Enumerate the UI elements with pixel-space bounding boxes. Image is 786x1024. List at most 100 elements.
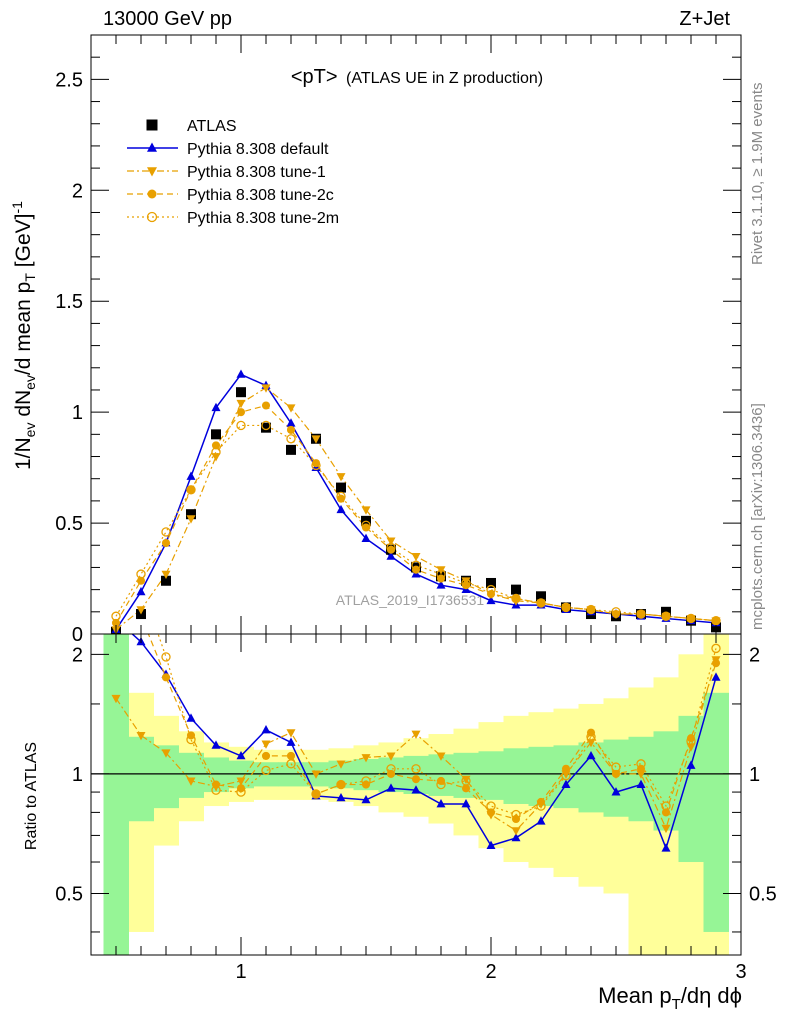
- ratio-point-0: [661, 843, 671, 852]
- data-point-3: [661, 612, 671, 621]
- data-point-3: [586, 605, 596, 614]
- data-point-3: [261, 401, 271, 410]
- data-point-4: [386, 542, 396, 553]
- ratio-point-0: [436, 799, 446, 808]
- data-point-3: [636, 609, 646, 619]
- ratio-point-2: [486, 808, 496, 817]
- ratio-point-3: [112, 492, 120, 500]
- data-point-0: [236, 387, 246, 398]
- ratio-point-0: [586, 750, 596, 760]
- ratio-point-2: [561, 764, 571, 773]
- ratio-point-3: [661, 801, 671, 811]
- ratio-point-3: [686, 736, 696, 746]
- data-point-4: [161, 527, 171, 537]
- green-band-bin: [478, 751, 504, 800]
- legend-label: Pythia 8.308 tune-2m: [187, 210, 339, 227]
- ratio-point-1: [386, 752, 396, 761]
- legend-marker: [147, 189, 157, 199]
- data-point-0: [336, 482, 346, 493]
- data-point-3: [111, 618, 121, 627]
- data-point-4: [586, 604, 596, 615]
- ratio-point-0: [686, 760, 696, 769]
- data-point-4: [186, 485, 196, 495]
- ratio-point-1: [586, 739, 596, 748]
- data-point-0: [511, 584, 521, 595]
- ratio-point-3: [386, 764, 396, 774]
- ratio-point-3: [361, 776, 371, 786]
- data-point-0: [286, 444, 296, 455]
- data-point-2: [186, 515, 196, 524]
- data-point-4: [236, 420, 246, 431]
- data-point-1: [486, 595, 496, 605]
- data-point-3: [286, 425, 296, 434]
- data-point-2: [411, 552, 421, 562]
- ratio-series: [91, 492, 741, 852]
- ratio-point-3: [461, 776, 471, 786]
- data-point-4: [636, 609, 646, 619]
- data-point-3: [561, 603, 571, 612]
- ratio-point-3: [411, 764, 421, 774]
- ratio-y-tick-label: 1: [72, 764, 83, 786]
- data-point-4: [286, 434, 296, 444]
- ratio-point-3: [186, 734, 196, 745]
- ratio-point-2: [311, 789, 321, 799]
- green-band-bin: [178, 752, 204, 798]
- ratio-point-3: [586, 732, 596, 742]
- ratio-point-0: [486, 840, 496, 849]
- ratio-point-2: [261, 751, 271, 760]
- ratio-y-tick-label-right: 0.5: [749, 883, 777, 905]
- green-band-bin: [128, 736, 154, 822]
- data-point-1: [236, 369, 246, 378]
- ratio-point-3: [511, 809, 521, 820]
- ratio-point-1: [411, 730, 421, 739]
- data-point-3: [186, 485, 196, 494]
- data-point-3: [161, 538, 171, 548]
- legend-marker: [147, 167, 157, 177]
- legend-marker: [146, 119, 158, 131]
- data-point-1: [211, 402, 221, 412]
- data-point-1: [336, 504, 346, 514]
- ratio-point-0: [511, 832, 521, 842]
- ratio-point-3: [336, 779, 346, 790]
- ratio-point-3: [636, 759, 646, 769]
- ratio-point-3: [261, 765, 271, 776]
- ratio-point-1: [636, 770, 646, 779]
- ratio-point-1: [686, 743, 696, 752]
- ratio-point-1: [336, 760, 346, 769]
- data-point-3: [686, 614, 696, 623]
- data-point-3: [611, 609, 621, 619]
- ratio-y-tick-label-right: 2: [749, 644, 760, 666]
- data-point-2: [261, 384, 271, 393]
- y-tick-label: 1: [72, 402, 83, 424]
- ratio-point-0: [561, 779, 571, 788]
- ratio-point-0: [361, 794, 371, 804]
- ratio-point-1: [511, 827, 521, 836]
- data-point-2: [361, 506, 371, 515]
- ratio-axes: 0.5 0.5 1 1 2 2 1 2 3: [55, 633, 777, 983]
- green-band-bin: [503, 748, 529, 804]
- ratio-point-1: [436, 752, 446, 761]
- data-point-4: [511, 593, 521, 604]
- ratio-point-0: [461, 799, 471, 808]
- legend-label: ATLAS: [187, 118, 237, 135]
- rivet-label: Rivet 3.1.10, ≥ 1.9M events: [749, 83, 766, 266]
- data-point-0: [186, 509, 196, 520]
- x-tick-label: 3: [735, 961, 746, 983]
- data-point-4: [311, 460, 321, 471]
- data-point-4: [111, 611, 121, 621]
- ratio-point-3: [561, 770, 571, 781]
- ratio-xlabel: Mean pT/dη dϕ: [598, 983, 742, 1013]
- series-line-3: [115, 404, 717, 624]
- legend-marker: [146, 211, 158, 223]
- ratio-point-3: [311, 789, 321, 799]
- ratio-point-1: [161, 749, 171, 758]
- ratio-point-2: [711, 659, 721, 668]
- y-tick-label: 1.5: [55, 291, 83, 313]
- ratio-point-3: [161, 652, 171, 662]
- legend-label: Pythia 8.308 tune-1: [187, 164, 326, 181]
- data-point-1: [361, 533, 371, 542]
- data-point-2: [336, 473, 346, 482]
- header-process: Z+Jet: [679, 8, 730, 30]
- ratio-point-0: [186, 713, 196, 722]
- data-point-2: [136, 606, 146, 615]
